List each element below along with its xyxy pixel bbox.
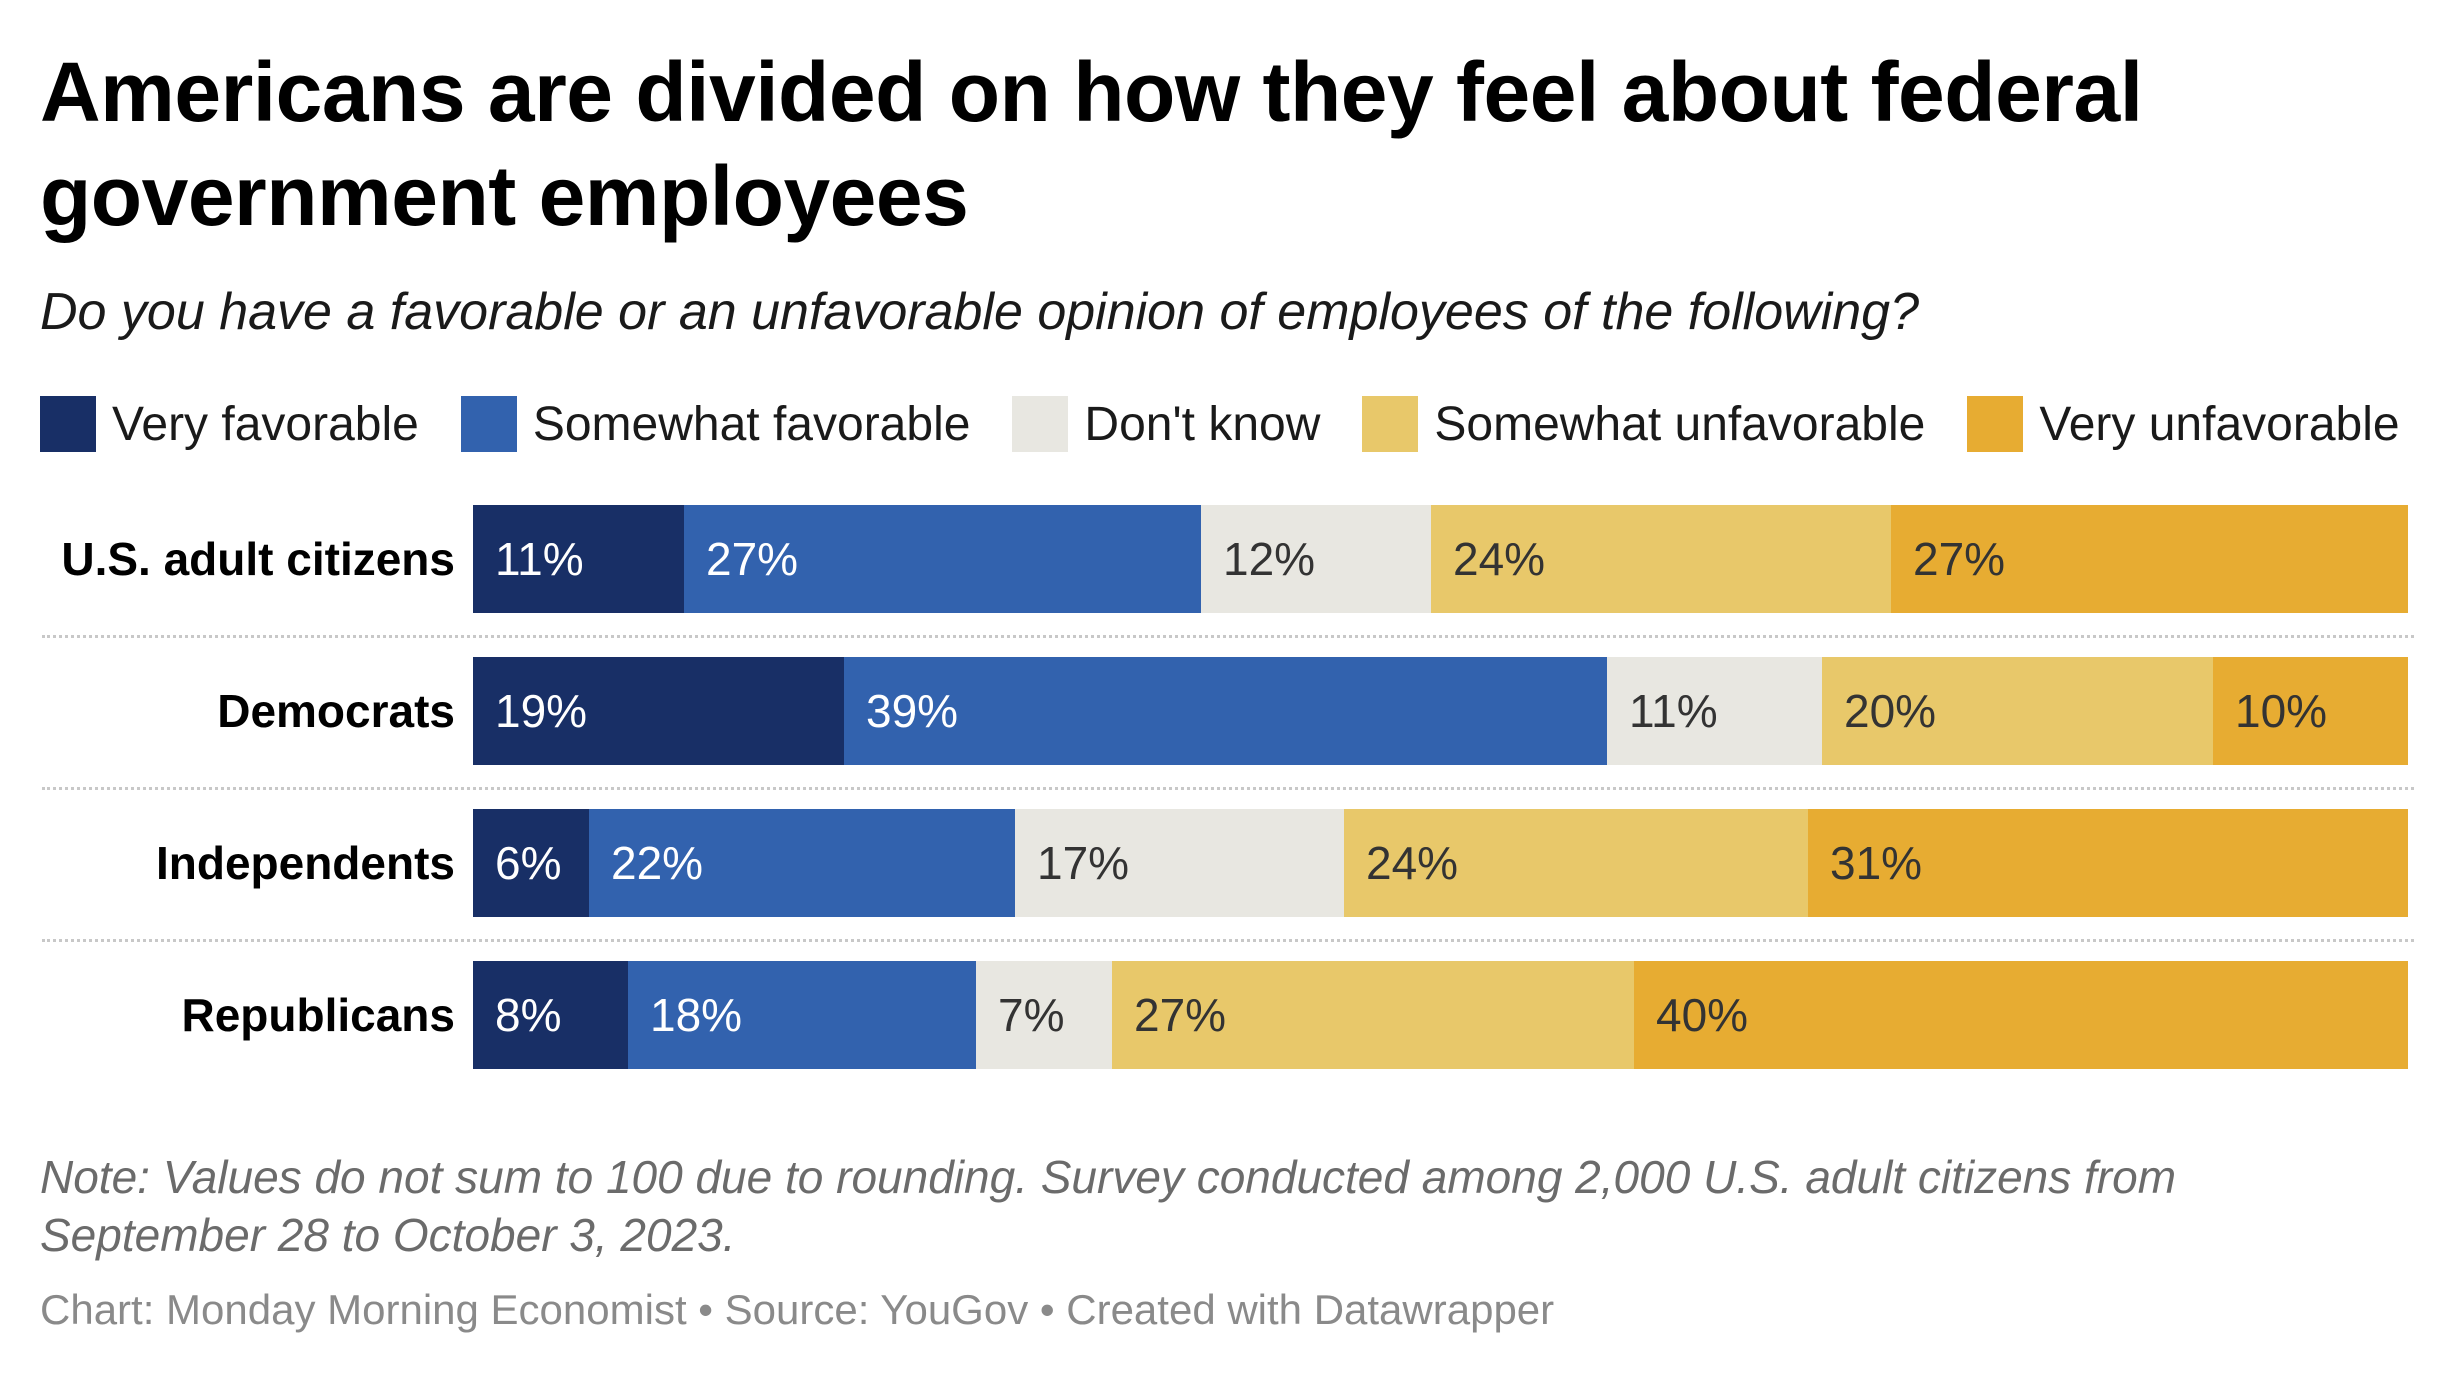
legend-label: Very unfavorable	[2039, 397, 2400, 451]
legend-swatch	[1967, 396, 2024, 452]
chart-credit: Chart: Monday Morning Economist • Source…	[40, 1286, 1555, 1333]
legend-label: Somewhat favorable	[532, 397, 971, 451]
data-label: 7%	[998, 989, 1065, 1041]
data-label: 19%	[495, 685, 588, 737]
bar-segment: 39%	[844, 657, 1607, 765]
data-label: 22%	[611, 837, 704, 889]
bar-segment: 18%	[628, 961, 976, 1069]
legend-item: Very favorable	[40, 396, 419, 452]
legend-swatch	[1012, 396, 1069, 452]
legend-swatch	[40, 396, 96, 452]
data-label: 27%	[1913, 533, 2006, 585]
legend: Very favorable Somewhat favorable Don't kn…	[40, 392, 2420, 456]
bar-segment: 12%	[1201, 505, 1431, 613]
data-label: 31%	[1830, 837, 1923, 889]
row-label: Democrats	[217, 685, 455, 737]
bar-segment: 20%	[1822, 657, 2213, 765]
legend-item: Somewhat unfavorable	[1362, 396, 1925, 452]
bar-segment: 8%	[473, 961, 628, 1069]
data-label: 11%	[495, 533, 584, 585]
data-label: 24%	[1366, 837, 1459, 889]
bar-segment: 27%	[684, 505, 1201, 613]
data-label: 27%	[1134, 989, 1227, 1041]
data-label: 8%	[495, 989, 562, 1041]
row-label: U.S. adult citizens	[61, 533, 455, 585]
row-divider	[42, 635, 2414, 638]
bar-segment: 10%	[2213, 657, 2408, 765]
bar-segment: 11%	[473, 505, 684, 613]
row-label: Republicans	[181, 989, 455, 1041]
bar-segment: 22%	[589, 809, 1015, 917]
data-label: 17%	[1037, 837, 1130, 889]
row-divider	[42, 787, 2414, 790]
legend-label: Don't know	[1084, 397, 1321, 451]
bar-segment: 27%	[1112, 961, 1634, 1069]
bar-segment: 7%	[976, 961, 1112, 1069]
bar-segment: 24%	[1344, 809, 1808, 917]
bar-segment: 19%	[473, 657, 844, 765]
chart-subtitle: Do you have a favorable or an unfavorabl…	[40, 283, 1920, 341]
legend-label: Very favorable	[112, 397, 419, 451]
bar-segment: 27%	[1891, 505, 2408, 613]
data-label: 24%	[1453, 533, 1546, 585]
bar-segment: 31%	[1808, 809, 2408, 917]
legend-swatch	[460, 396, 517, 452]
data-label: 11%	[1629, 685, 1718, 737]
data-label: 27%	[706, 533, 799, 585]
data-label: 40%	[1656, 989, 1749, 1041]
data-label: 12%	[1223, 533, 1316, 585]
legend-item: Very unfavorable	[1967, 396, 2400, 452]
data-label: 20%	[1844, 685, 1937, 737]
row-label: Independents	[155, 837, 455, 889]
data-label: 6%	[495, 837, 562, 889]
data-label: 18%	[650, 989, 743, 1041]
bar-segment: 6%	[473, 809, 589, 917]
data-label: 10%	[2235, 685, 2328, 737]
legend-item: Don't know	[1012, 396, 1320, 452]
legend-item: Somewhat favorable	[460, 396, 971, 452]
bar-segment: 17%	[1015, 809, 1344, 917]
bar-segment: 24%	[1431, 505, 1891, 613]
chart-title: Americans are divided on how they feel a…	[40, 45, 2143, 243]
data-label: 39%	[866, 685, 959, 737]
row-divider	[42, 939, 2414, 942]
bar-segment: 11%	[1607, 657, 1822, 765]
legend-label: Somewhat unfavorable	[1434, 397, 1926, 451]
bar-segment: 40%	[1634, 961, 2408, 1069]
chart-note: Note: Values do not sum to 100 due to ro…	[40, 1151, 2177, 1261]
legend-swatch	[1362, 396, 1419, 452]
